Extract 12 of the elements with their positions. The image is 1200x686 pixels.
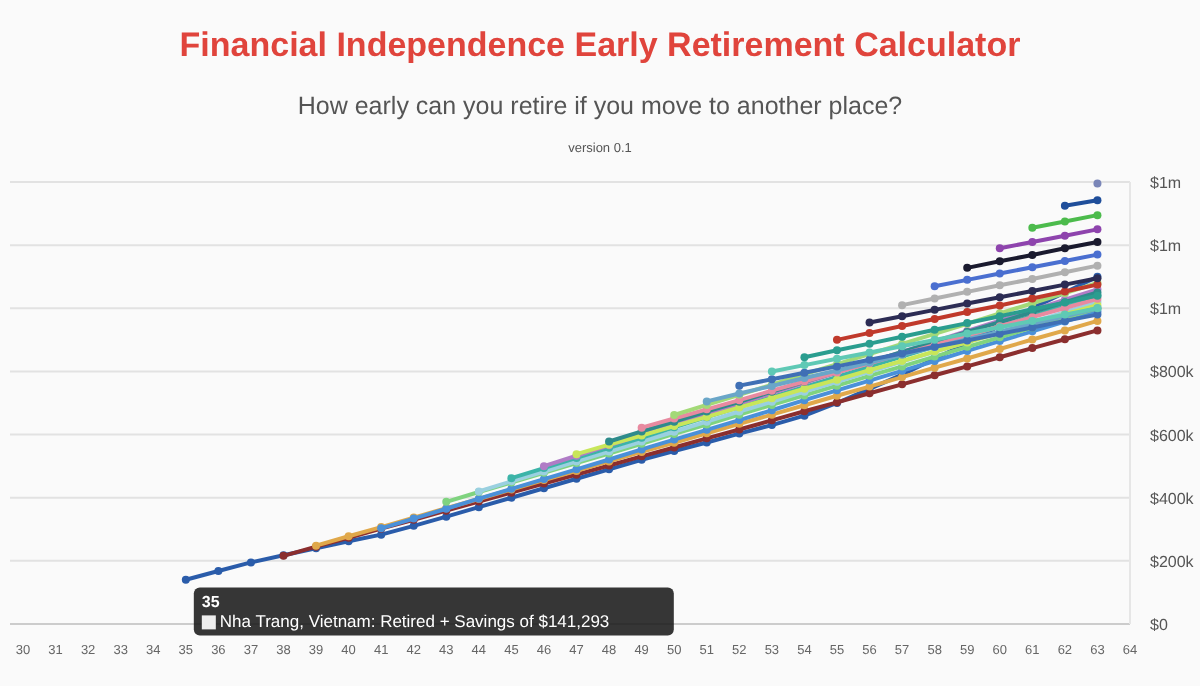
y-tick-label: $1m (1150, 300, 1182, 319)
y-tick-label: $0 (1150, 616, 1169, 634)
annotation: 35 (201, 593, 221, 612)
y-tick-label: $200k (1150, 552, 1196, 571)
y-tick-label: $800k (1150, 363, 1196, 382)
y-tick-label: $1m (1150, 237, 1182, 256)
y-tick-label: $400k (1150, 489, 1196, 508)
annotation: Nha Trang, Vietnam: Retired + Savings of $141,293 (219, 611, 610, 632)
chart-subtitle: How early can you retire if you move to another place? (297, 92, 903, 120)
y-tick-label: $600k (1150, 426, 1196, 445)
y-tick-label: $1m (1150, 174, 1182, 192)
chart-title: Financial Independence Early Retirement Calculator (179, 26, 1022, 64)
